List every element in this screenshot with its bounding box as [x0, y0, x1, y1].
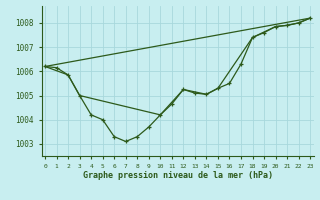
X-axis label: Graphe pression niveau de la mer (hPa): Graphe pression niveau de la mer (hPa)	[83, 171, 273, 180]
